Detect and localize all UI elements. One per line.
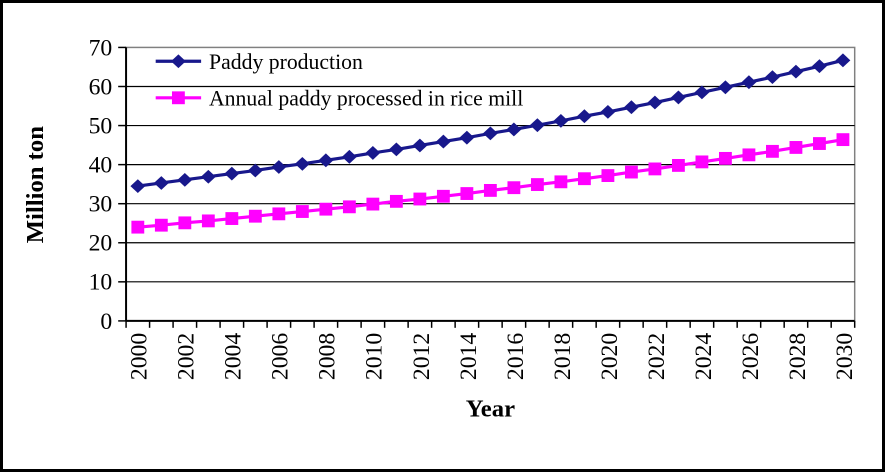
legend-sample-line-diamond-icon bbox=[155, 54, 202, 69]
data-point-marker bbox=[131, 220, 145, 234]
data-point-marker bbox=[248, 209, 262, 223]
data-point-marker bbox=[529, 118, 545, 133]
x-tick-label: 2004 bbox=[221, 333, 247, 381]
y-tick-label: 70 bbox=[89, 35, 113, 61]
data-point-marker bbox=[170, 54, 186, 69]
data-point-marker bbox=[365, 146, 381, 160]
data-point-marker bbox=[460, 187, 474, 200]
legend-entry-paddy-production: Paddy production bbox=[155, 50, 363, 74]
y-tick-label: 60 bbox=[89, 74, 113, 100]
x-tick-label: 2014 bbox=[456, 333, 482, 381]
data-point-marker bbox=[153, 176, 169, 190]
data-point-marker bbox=[154, 218, 168, 232]
data-point-marker bbox=[601, 169, 615, 182]
data-point-marker bbox=[835, 53, 851, 68]
data-point-marker bbox=[624, 165, 638, 179]
data-point-marker bbox=[200, 169, 216, 184]
data-point-marker bbox=[412, 138, 428, 153]
data-point-marker bbox=[294, 156, 310, 171]
data-point-marker bbox=[319, 202, 333, 216]
data-point-marker bbox=[766, 144, 779, 158]
data-point-marker bbox=[577, 172, 591, 186]
data-point-marker bbox=[576, 109, 592, 124]
data-point-marker bbox=[719, 151, 732, 165]
x-tick-label: 2016 bbox=[503, 333, 529, 381]
x-tick-label: 2008 bbox=[315, 333, 341, 380]
data-point-marker bbox=[318, 153, 334, 168]
y-tick-label: 40 bbox=[89, 153, 113, 179]
y-tick-label: 20 bbox=[89, 231, 113, 257]
x-tick-label: 2030 bbox=[832, 333, 858, 380]
x-tick-label: 2006 bbox=[268, 333, 294, 381]
data-point-marker bbox=[436, 189, 450, 203]
data-point-marker bbox=[389, 194, 403, 208]
x-axis-title: Year bbox=[466, 396, 515, 423]
x-tick-label: 2000 bbox=[127, 333, 153, 380]
data-point-marker bbox=[530, 178, 544, 191]
data-point-marker bbox=[272, 207, 286, 221]
data-point-marker bbox=[600, 104, 616, 119]
data-point-marker bbox=[695, 155, 709, 169]
data-point-marker bbox=[178, 216, 192, 230]
data-point-marker bbox=[506, 122, 522, 137]
data-point-marker bbox=[295, 205, 309, 218]
data-series bbox=[130, 53, 851, 234]
data-point-marker bbox=[671, 90, 686, 105]
x-tick-label: 2020 bbox=[597, 333, 623, 380]
x-tick-label: 2026 bbox=[738, 333, 764, 381]
legend: Paddy production Annual paddy processed … bbox=[155, 50, 523, 111]
data-point-marker bbox=[694, 85, 710, 100]
x-tick-label: 2010 bbox=[362, 333, 388, 380]
legend-sample-line-square-icon bbox=[155, 91, 202, 105]
data-point-marker bbox=[789, 141, 803, 154]
data-point-marker bbox=[624, 100, 639, 115]
x-tick-label: 2024 bbox=[691, 333, 717, 381]
data-point-marker bbox=[225, 212, 239, 225]
data-point-marker bbox=[836, 133, 850, 147]
y-tick-labels: 0 10 20 30 40 50 60 70 bbox=[89, 35, 113, 334]
data-point-marker bbox=[813, 137, 826, 150]
data-point-marker bbox=[507, 181, 521, 195]
y-tick-label: 30 bbox=[89, 192, 113, 218]
x-tick-labels: 2000 2002 2004 2006 2008 2010 2012 2014 2016 2018… bbox=[127, 333, 858, 381]
data-point-marker bbox=[413, 192, 427, 206]
data-point-marker bbox=[366, 197, 380, 211]
data-point-marker bbox=[742, 148, 756, 162]
data-point-marker bbox=[671, 158, 685, 172]
y-axis-title: Million ton bbox=[22, 126, 49, 243]
x-tick-label: 2018 bbox=[550, 333, 576, 380]
data-point-marker bbox=[130, 179, 146, 194]
data-point-marker bbox=[341, 149, 357, 164]
y-tick-label: 0 bbox=[100, 309, 112, 335]
y-tick-label: 50 bbox=[89, 113, 113, 139]
data-point-marker bbox=[201, 214, 215, 228]
data-point-marker bbox=[765, 70, 780, 85]
legend-entry-paddy-processed: Annual paddy processed in rice mill bbox=[155, 87, 523, 111]
x-tick-label: 2012 bbox=[409, 333, 435, 380]
data-point-marker bbox=[388, 142, 404, 157]
legend-label: Annual paddy processed in rice mill bbox=[209, 87, 523, 111]
y-tick-label: 10 bbox=[89, 270, 113, 296]
data-point-marker bbox=[483, 184, 497, 197]
data-point-marker bbox=[342, 200, 356, 214]
x-tick-label: 2022 bbox=[644, 333, 670, 380]
axis-ticks bbox=[118, 46, 856, 328]
data-point-marker bbox=[648, 162, 662, 176]
data-point-marker bbox=[554, 175, 568, 189]
x-tick-label: 2002 bbox=[174, 333, 200, 380]
x-tick-label: 2028 bbox=[785, 333, 811, 380]
data-point-marker bbox=[171, 91, 185, 105]
legend-label: Paddy production bbox=[209, 50, 363, 74]
